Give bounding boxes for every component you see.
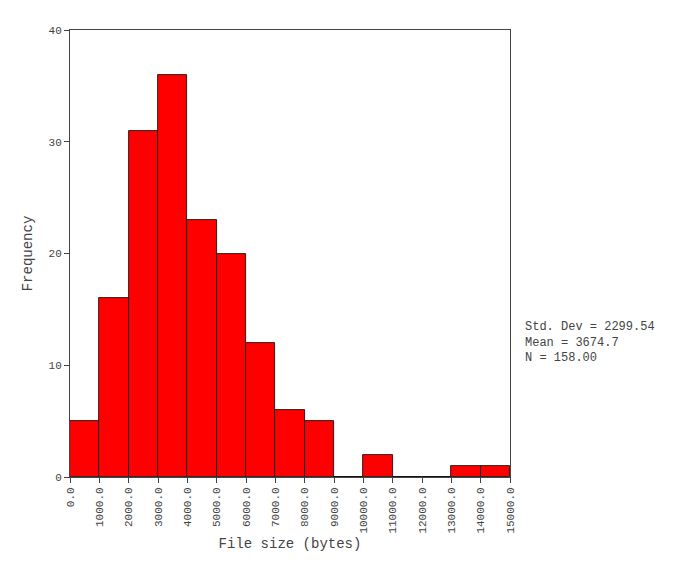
svg-text:9000.0: 9000.0 (329, 487, 341, 527)
svg-text:3000.0: 3000.0 (153, 487, 165, 527)
svg-text:10: 10 (49, 360, 62, 372)
svg-text:30: 30 (49, 137, 62, 149)
svg-text:10000.0: 10000.0 (358, 487, 370, 533)
svg-text:1000.0: 1000.0 (94, 487, 106, 527)
svg-text:0: 0 (55, 472, 62, 484)
svg-text:20: 20 (49, 248, 62, 260)
svg-text:File size (bytes): File size (bytes) (219, 536, 362, 552)
svg-text:11000.0: 11000.0 (387, 487, 399, 533)
svg-text:12000.0: 12000.0 (417, 487, 429, 533)
svg-text:2000.0: 2000.0 (123, 487, 135, 527)
svg-text:4000.0: 4000.0 (182, 487, 194, 527)
svg-text:14000.0: 14000.0 (475, 487, 487, 533)
svg-text:6000.0: 6000.0 (241, 487, 253, 527)
svg-text:Std. Dev = 2299.54Mean = 3674.: Std. Dev = 2299.54Mean = 3674.7N = 158.0… (525, 320, 655, 365)
svg-text:0.0: 0.0 (65, 487, 77, 507)
svg-text:Frequency: Frequency (20, 216, 36, 292)
svg-text:8000.0: 8000.0 (299, 487, 311, 527)
svg-text:15000.0: 15000.0 (505, 487, 517, 533)
svg-text:5000.0: 5000.0 (211, 487, 223, 527)
svg-text:40: 40 (49, 25, 62, 37)
svg-text:13000.0: 13000.0 (446, 487, 458, 533)
svg-text:7000.0: 7000.0 (270, 487, 282, 527)
